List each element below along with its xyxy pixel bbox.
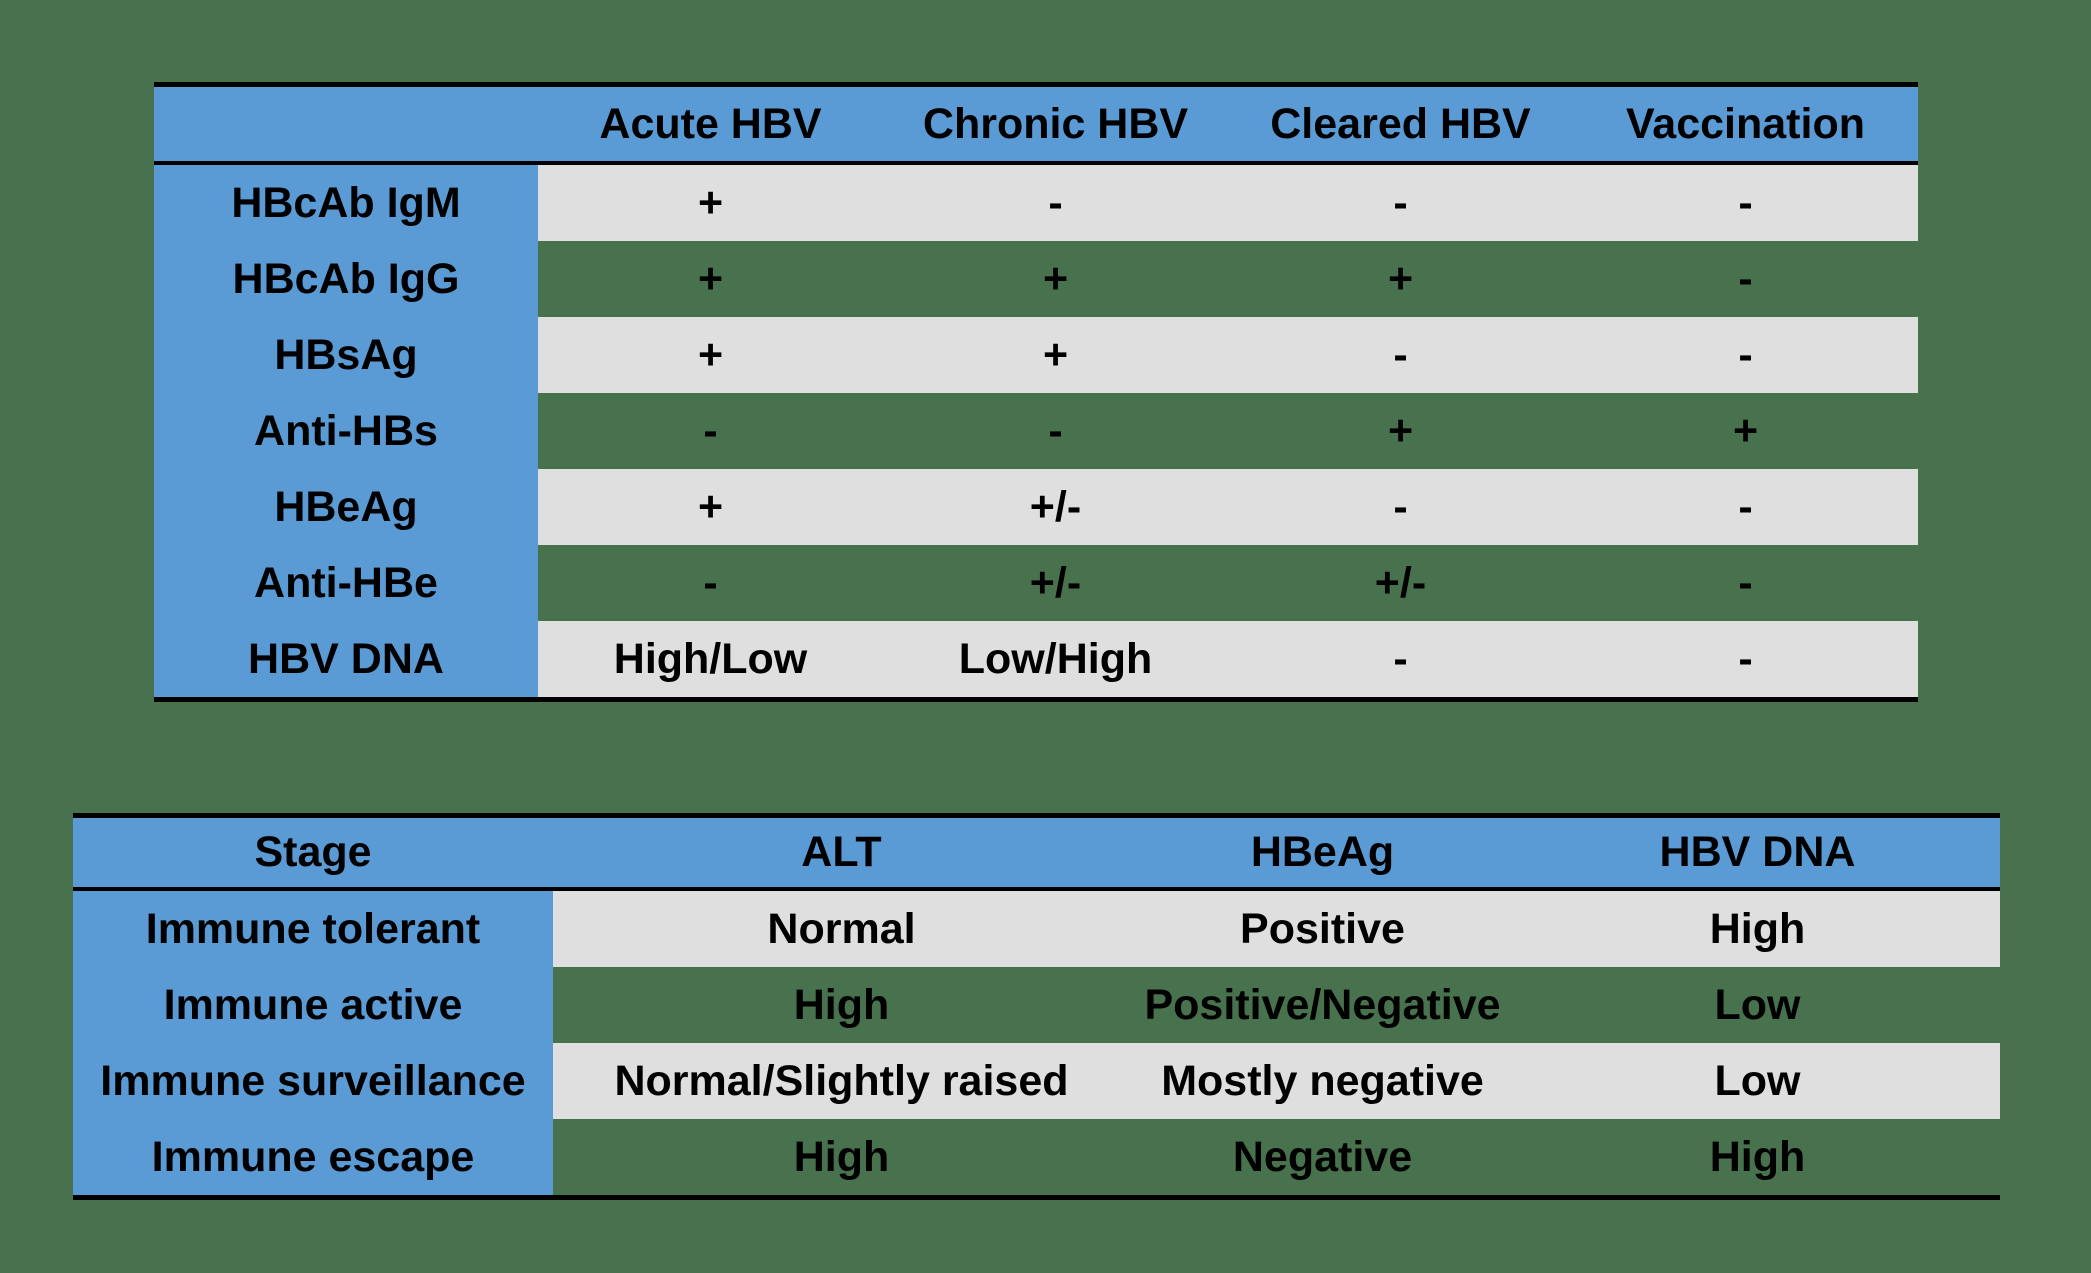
cell-value: - xyxy=(1228,469,1573,545)
cell-value: + xyxy=(538,469,883,545)
serology-header-acute-hbv: Acute HBV xyxy=(599,99,822,148)
row-label: HBcAb IgG xyxy=(154,241,538,317)
cell-value: - xyxy=(1228,621,1573,697)
hbv-serology-table: Acute HBV Chronic HBV Cleared HBV Vaccin… xyxy=(154,82,1918,702)
row-label: HBsAg xyxy=(154,317,538,393)
cell-value: - xyxy=(1048,406,1063,455)
cell-value: +/- xyxy=(1374,558,1427,607)
cell-value: High xyxy=(793,980,890,1029)
cell-value: High xyxy=(1709,1132,1806,1181)
cell-value: - xyxy=(1573,621,1918,697)
serology-header-empty xyxy=(154,87,538,161)
cell-value: High xyxy=(793,1132,890,1181)
hbv-stages-table: Stage ALT HBeAg HBV DNA Immune tolerant … xyxy=(73,813,2000,1200)
cell-value: - xyxy=(1738,254,1753,303)
row-label: Anti-HBe xyxy=(154,545,538,621)
stages-header-stage: Stage xyxy=(254,828,372,876)
cell-value: Low xyxy=(1714,980,1801,1029)
row-label: Immune tolerant xyxy=(73,891,553,967)
table-row-immune-surveillance: Immune surveillance Normal/Slightly rais… xyxy=(73,1043,2000,1119)
cell-value: - xyxy=(703,406,718,455)
row-label: Immune active xyxy=(73,967,553,1043)
cell-value: High xyxy=(1515,891,2000,967)
row-label: HBeAg xyxy=(154,469,538,545)
serology-header-chronic-hbv: Chronic HBV xyxy=(922,99,1189,148)
table-row-anti-hbe: Anti-HBe - +/- +/- - xyxy=(154,545,1918,621)
table-row-hbeag: HBeAg + +/- - - xyxy=(154,469,1918,545)
stages-header-hbeag: HBeAg xyxy=(1250,828,1395,876)
cell-value: + xyxy=(1042,254,1069,303)
table-row-hbcab-igm: HBcAb IgM + - - - xyxy=(154,165,1918,241)
table-row-hbsag: HBsAg + + - - xyxy=(154,317,1918,393)
cell-value: + xyxy=(538,317,883,393)
cell-value: - xyxy=(1228,317,1573,393)
table-row-anti-hbs: Anti-HBs - - + + xyxy=(154,393,1918,469)
cell-value: - xyxy=(1738,558,1753,607)
cell-value: - xyxy=(1573,469,1918,545)
row-label: Immune surveillance xyxy=(73,1043,553,1119)
row-label: Immune escape xyxy=(73,1119,553,1195)
cell-value: - xyxy=(703,558,718,607)
cell-value: - xyxy=(1573,317,1918,393)
cell-value: Positive/Negative xyxy=(1144,980,1501,1029)
stages-header-alt: ALT xyxy=(801,828,882,876)
serology-header-cleared-hbv: Cleared HBV xyxy=(1270,99,1531,148)
table-row-hbv-dna: HBV DNA High/Low Low/High - - xyxy=(154,621,1918,697)
cell-value: + xyxy=(1387,406,1414,455)
row-label: Anti-HBs xyxy=(154,393,538,469)
cell-value: +/- xyxy=(883,469,1228,545)
cell-value: Low/High xyxy=(883,621,1228,697)
cell-value: Positive xyxy=(1130,891,1515,967)
cell-value: High/Low xyxy=(538,621,883,697)
cell-value: + xyxy=(538,165,883,241)
serology-header-row: Acute HBV Chronic HBV Cleared HBV Vaccin… xyxy=(154,87,1918,165)
cell-value: +/- xyxy=(1029,558,1082,607)
cell-value: + xyxy=(697,254,724,303)
cell-value: + xyxy=(1732,406,1759,455)
cell-value: + xyxy=(1387,254,1414,303)
table-row-hbcab-igg: HBcAb IgG + + + - xyxy=(154,241,1918,317)
cell-value: Negative xyxy=(1232,1132,1413,1181)
stages-header-row: Stage ALT HBeAg HBV DNA xyxy=(73,818,2000,891)
cell-value: - xyxy=(1573,165,1918,241)
row-label: HBV DNA xyxy=(154,621,538,697)
stages-header-hbv-dna: HBV DNA xyxy=(1659,828,1856,876)
cell-value: - xyxy=(883,165,1228,241)
cell-value: - xyxy=(1228,165,1573,241)
cell-value: Mostly negative xyxy=(1130,1043,1515,1119)
row-label: HBcAb IgM xyxy=(154,165,538,241)
serology-header-vaccination: Vaccination xyxy=(1626,99,1865,148)
cell-value: Normal xyxy=(553,891,1130,967)
table-row-immune-tolerant: Immune tolerant Normal Positive High xyxy=(73,891,2000,967)
cell-value: Low xyxy=(1515,1043,2000,1119)
table-row-immune-active: Immune active High Positive/Negative Low xyxy=(73,967,2000,1043)
cell-value: Normal/Slightly raised xyxy=(553,1043,1130,1119)
cell-value: + xyxy=(883,317,1228,393)
table-row-immune-escape: Immune escape High Negative High xyxy=(73,1119,2000,1195)
